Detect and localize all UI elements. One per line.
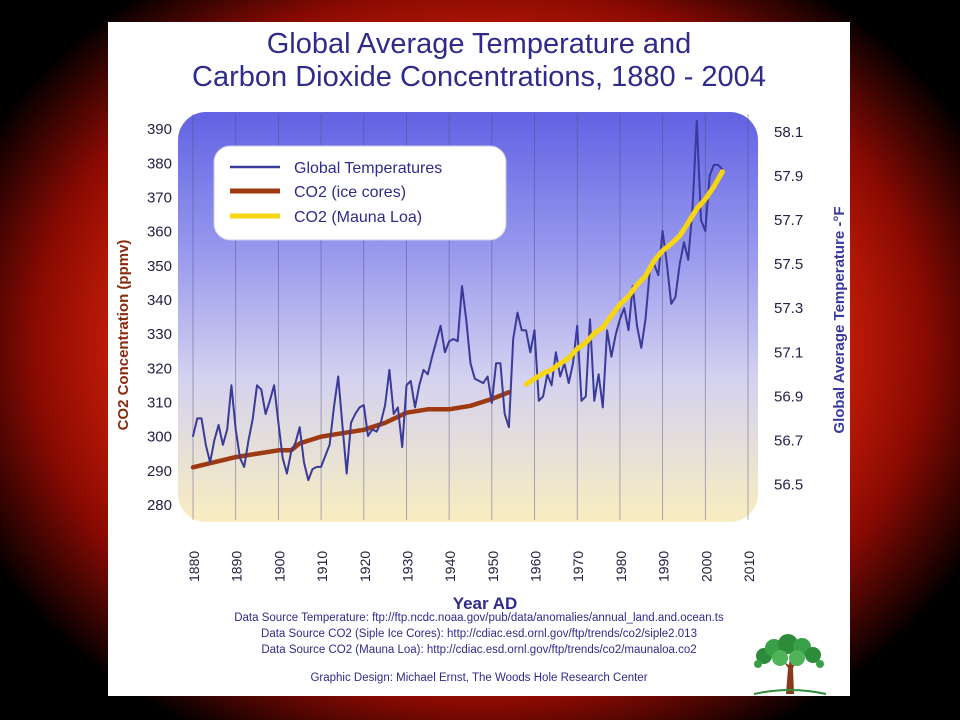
y-left-tick-label-290: 290 <box>147 463 172 480</box>
y-left-tick-label-280: 280 <box>147 497 172 514</box>
x-tick-label-2010: 2010 <box>741 551 757 582</box>
y-left-tick-label-380: 380 <box>147 155 172 172</box>
x-tick-label-1970: 1970 <box>570 551 586 582</box>
series-line-global-temperatures <box>192 119 724 482</box>
x-axis-label: Year AD <box>453 594 518 613</box>
source-temperature: Data Source Temperature: ftp://ftp.ncdc.… <box>234 612 724 624</box>
y-axis-label-right: Global Average Temperature -°F <box>831 206 848 433</box>
legend-label-co2-ice: CO2 (ice cores) <box>294 184 406 201</box>
y-left-tick-label-310: 310 <box>147 394 172 411</box>
chart: 1880 1890 1900 1910 1920 1930 1940 1950 1960 1970… <box>115 112 848 613</box>
x-tick-label-1980: 1980 <box>613 551 629 582</box>
y-right-tick-label-57.5: 57.5 <box>774 256 803 273</box>
data-sources: Data Source Temperature: ftp://ftp.ncdc.… <box>108 610 850 658</box>
legend-label-co2-mauna-loa: CO2 (Mauna Loa) <box>294 209 422 226</box>
y-axis-label-left: CO2 Concentration (ppmv) <box>115 240 132 431</box>
legend: Global Temperatures CO2 (ice cores) CO2 … <box>213 145 507 241</box>
legend-label-temperature: Global Temperatures <box>294 160 442 177</box>
x-tick-label-1930: 1930 <box>399 551 415 582</box>
x-tick-label-1940: 1940 <box>442 551 458 582</box>
x-tick-label-1910: 1910 <box>314 551 330 582</box>
y-left-tick-label-320: 320 <box>147 360 172 377</box>
y-right-tick-label-57.7: 57.7 <box>774 212 803 229</box>
y-left-tick-label-390: 390 <box>147 121 172 138</box>
y-right-tick-label-56.5: 56.5 <box>774 477 803 494</box>
chart-title-line-2: Carbon Dioxide Concentrations, 1880 - 20… <box>192 61 766 93</box>
y-right-tick-label-57.9: 57.9 <box>774 168 803 185</box>
x-tick-label-1990: 1990 <box>656 551 672 582</box>
woods-hole-tree-logo <box>753 634 827 695</box>
y-right-tick-label-57.3: 57.3 <box>774 300 803 317</box>
y-left-tick-label-350: 350 <box>147 258 172 275</box>
x-tick-label-1950: 1950 <box>485 551 501 582</box>
y-right-tick-label-56.7: 56.7 <box>774 432 803 449</box>
chart-title-line-1: Global Average Temperature and <box>266 28 692 60</box>
chart-title: Global Average Temperature and Carbon Di… <box>108 28 850 94</box>
series-group <box>190 119 725 482</box>
x-tick-label-1880: 1880 <box>186 551 202 582</box>
x-tick-label-2000: 2000 <box>698 551 714 582</box>
chart-panel: Global Average Temperature and Carbon Di… <box>108 22 850 696</box>
credit-line: Graphic Design: Michael Ernst, The Woods… <box>310 672 648 684</box>
x-tick-label-1900: 1900 <box>271 551 287 582</box>
y-right-tick-label-56.9: 56.9 <box>774 388 803 405</box>
source-co2-ice-cores: Data Source CO2 (Siple Ice Cores): http:… <box>261 628 697 640</box>
y-left-tick-label-340: 340 <box>147 292 172 309</box>
series-line-co2-mauna-loa <box>523 169 725 387</box>
y-left-tick-label-370: 370 <box>147 189 172 206</box>
y-left-tick-label-330: 330 <box>147 326 172 343</box>
y-right-tick-label-57.1: 57.1 <box>774 344 803 361</box>
y-left-tick-label-360: 360 <box>147 224 172 241</box>
y-left-tick-label-300: 300 <box>147 429 172 446</box>
x-tick-label-1890: 1890 <box>229 551 245 582</box>
y-right-tick-label-58.1: 58.1 <box>774 124 803 141</box>
legend-box <box>213 145 507 241</box>
x-tick-label-1960: 1960 <box>528 551 544 582</box>
x-tick-label-1920: 1920 <box>357 551 373 582</box>
source-co2-mauna-loa: Data Source CO2 (Mauna Loa): http://cdia… <box>261 644 697 656</box>
tick-labels: 1880 1890 1900 1910 1920 1930 1940 1950 1960 1970… <box>147 121 803 582</box>
